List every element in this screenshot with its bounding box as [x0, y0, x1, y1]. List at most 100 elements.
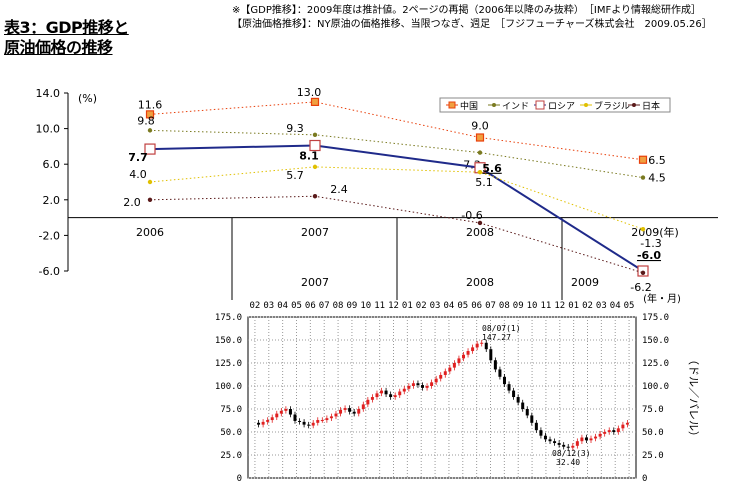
- gdp-legend-box: [439, 97, 671, 113]
- title-line-2: 原油価格の推移: [4, 38, 113, 57]
- oil-y-tick-label-left: 0: [237, 474, 242, 484]
- oil-candle-body: [298, 420, 302, 422]
- oil-candle-body: [257, 422, 261, 425]
- gdp-point: [640, 270, 646, 275]
- gdp-point: [640, 226, 646, 232]
- oil-candle-body: [375, 393, 379, 398]
- oil-candle-body: [416, 383, 420, 386]
- gdp-data-label: 2.4: [330, 183, 348, 196]
- oil-candle-body: [329, 416, 333, 419]
- oil-candle-body: [361, 404, 365, 409]
- legend-entry: 日本: [642, 100, 660, 112]
- oil-candle-body: [357, 409, 361, 414]
- gdp-point: [147, 179, 153, 185]
- oil-plot-area: [247, 316, 637, 479]
- oil-candle-body: [311, 422, 315, 426]
- gdp-data-label: 2.0: [123, 196, 141, 209]
- gdp-point: [147, 128, 153, 133]
- gdp-point: [475, 133, 485, 142]
- oil-candle-body: [266, 420, 270, 422]
- oil-y-tick-label-right: 100.0: [642, 382, 669, 392]
- gdp-x-tick-label: 2007: [301, 226, 329, 239]
- gdp-y-tick-label: -6.0: [39, 265, 60, 278]
- oil-x-tick-label: 01: [568, 301, 579, 311]
- oil-candle-body: [461, 354, 465, 359]
- gdp-point: [477, 150, 483, 155]
- oil-annotation-peak-value: 147.27: [482, 333, 511, 342]
- oil-x-tick-label: 05: [457, 301, 468, 311]
- oil-x-tick-label: 04: [444, 301, 455, 311]
- oil-candle-body: [302, 421, 306, 425]
- oil-y-tick-label-right: 125.0: [642, 359, 669, 369]
- oil-candle-body: [621, 424, 625, 429]
- oil-x-tick-label: 08: [333, 301, 344, 311]
- oil-candle-body: [334, 413, 338, 417]
- gdp-series-line-3: [149, 166, 644, 230]
- oil-x-tick-label: 07: [319, 301, 330, 311]
- oil-y-tick-label-left: 175.0: [215, 313, 242, 323]
- oil-candle-body: [616, 428, 620, 432]
- gdp-point: [312, 164, 318, 170]
- oil-candle-body: [407, 386, 411, 389]
- gdp-point: [640, 175, 646, 180]
- oil-candle-body: [584, 437, 588, 441]
- oil-candle-body: [530, 415, 534, 423]
- oil-candle-body: [443, 371, 447, 375]
- oil-candle-body: [489, 349, 493, 361]
- oil-y-tick-label-left: 25.0: [220, 451, 242, 461]
- oil-candle-body: [484, 342, 488, 350]
- oil-candle-body: [566, 446, 570, 448]
- oil-x-tick-label: 05: [624, 301, 635, 311]
- oil-candle-body: [348, 408, 352, 412]
- oil-candle-body: [539, 430, 543, 436]
- oil-candle-body: [325, 418, 329, 421]
- legend-marker: [448, 101, 456, 109]
- oil-candle-body: [466, 351, 470, 355]
- gdp-point: [309, 139, 321, 152]
- legend-entry: ロシア: [548, 102, 575, 112]
- oil-annotation-low-date: 08/12(3): [552, 449, 591, 458]
- oil-y-tick-label-left: 100.0: [215, 382, 242, 392]
- oil-x-tick-label: 05: [291, 301, 302, 311]
- oil-candle-body: [521, 402, 525, 409]
- oil-candle-body: [548, 439, 552, 442]
- oil-x-tick-label: 12: [388, 301, 399, 311]
- oil-annotation-peak-date: 08/07(1): [482, 324, 521, 333]
- gdp-point: [310, 97, 320, 107]
- gdp-data-label: 9.3: [286, 122, 304, 135]
- gdp-data-label: -6.2: [630, 281, 651, 294]
- oil-x-tick-label: 01: [402, 301, 413, 311]
- gdp-series-line-4: [149, 195, 644, 274]
- oil-candle-body: [607, 430, 611, 432]
- note-gdp: ※【GDP推移】：2009年度は推計値。2ページの再掲（2006年以降のみ抜粋）…: [232, 5, 702, 16]
- gdp-data-label: 5.1: [475, 176, 493, 189]
- oil-y-tick-label-right: 0: [642, 474, 647, 484]
- oil-candle-body: [316, 420, 320, 423]
- oil-candle-body: [571, 445, 575, 448]
- legend-entry: インド: [502, 102, 529, 112]
- oil-x-tick-label: 03: [596, 301, 607, 311]
- gdp-x-tick-label: 2008: [466, 226, 494, 239]
- gdp-data-label: 4.5: [648, 172, 666, 185]
- oil-candle-body: [498, 369, 502, 377]
- gdp-point: [477, 220, 483, 226]
- legend-marker: [584, 103, 588, 107]
- oil-candle-body: [288, 409, 292, 415]
- gdp-point: [144, 143, 156, 155]
- gdp-y-tick-label: 2.0: [43, 194, 61, 207]
- gdp-y-tick-label: 6.0: [43, 158, 61, 171]
- oil-y-tick-label-left: 75.0: [220, 405, 242, 415]
- oil-y-tick-label-right: 25.0: [642, 451, 664, 461]
- oil-candle-body: [625, 422, 629, 425]
- gdp-data-label: -6.0: [637, 249, 661, 262]
- oil-x-tick-label: 04: [610, 301, 621, 311]
- oil-candle-body: [261, 421, 265, 425]
- oil-x-tick-label: 06: [471, 301, 482, 311]
- oil-x-tick-label: 12: [554, 301, 565, 311]
- legend-entry: 中国: [460, 100, 478, 112]
- oil-y-unit: （ドル／バレル）: [687, 354, 700, 442]
- oil-candle-body: [598, 433, 602, 437]
- oil-x-tick-label: 02: [416, 301, 427, 311]
- gdp-data-label: -1.3: [640, 237, 661, 250]
